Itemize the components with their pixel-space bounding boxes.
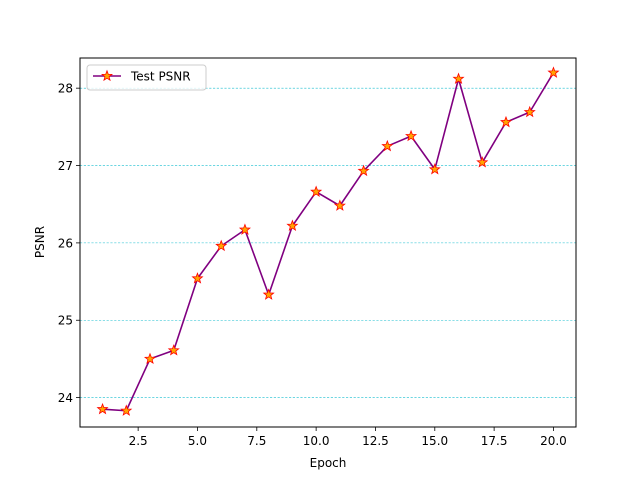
series-layer [96, 66, 560, 416]
x-axis-label: Epoch [310, 456, 347, 470]
x-tick-label-3: 10.0 [303, 434, 330, 448]
data-point-17 [476, 156, 489, 168]
legend-marker-star [100, 69, 114, 82]
x-tick-label-0: 2.5 [129, 434, 148, 448]
data-point-20 [547, 66, 560, 78]
series-line-0 [102, 72, 555, 412]
data-point-9 [286, 219, 299, 231]
data-point-10 [310, 185, 323, 197]
data-point-11 [333, 199, 346, 211]
data-point-8 [262, 288, 275, 300]
y-tick-label-0: 24 [58, 391, 73, 405]
x-tick-label-2: 7.5 [247, 434, 266, 448]
data-point-1 [96, 402, 109, 415]
data-point-5 [191, 272, 204, 284]
data-point-19 [523, 105, 536, 118]
y-tick-label-2: 26 [58, 236, 73, 250]
y-axis-ticks: 24 25 26 27 28 [58, 82, 80, 405]
y-axis-label: PSNR [33, 226, 47, 258]
grid-lines [80, 87, 576, 398]
data-point-12 [357, 164, 370, 177]
x-tick-label-5: 15.0 [421, 434, 448, 448]
data-point-13 [381, 139, 394, 152]
legend: Test PSNR [86, 64, 207, 91]
legend-label: Test PSNR [130, 70, 191, 84]
x-tick-label-1: 5.0 [188, 434, 207, 448]
y-tick-label-4: 28 [58, 82, 73, 96]
x-tick-label-7: 20.0 [540, 434, 567, 448]
x-axis-ticks: 2.5 5.0 7.5 10.0 12.5 15.0 17.5 20.0 [129, 427, 567, 448]
x-tick-label-6: 17.5 [481, 434, 508, 448]
y-tick-label-3: 27 [58, 159, 73, 173]
x-tick-label-4: 12.5 [362, 434, 389, 448]
y-tick-label-1: 25 [58, 314, 73, 328]
data-point-18 [499, 115, 513, 128]
data-point-6 [215, 239, 228, 252]
data-point-4 [167, 344, 180, 356]
data-point-16 [452, 72, 465, 85]
legend-box [86, 64, 207, 91]
data-point-15 [428, 163, 441, 175]
data-point-14 [405, 129, 418, 142]
data-point-7 [238, 223, 251, 235]
data-point-3 [143, 352, 157, 365]
data-point-2 [120, 404, 133, 416]
